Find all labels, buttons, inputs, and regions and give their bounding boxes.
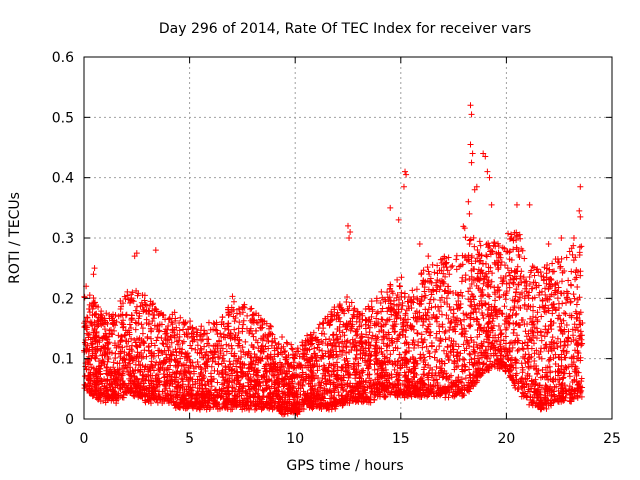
data-point xyxy=(436,343,443,350)
data-point xyxy=(310,329,317,336)
data-point xyxy=(492,297,499,304)
data-point xyxy=(223,341,230,348)
data-point xyxy=(213,327,220,334)
data-point xyxy=(377,299,384,306)
data-point xyxy=(543,295,550,302)
data-point xyxy=(570,257,577,264)
data-point xyxy=(115,332,122,339)
data-point xyxy=(109,331,116,338)
data-point xyxy=(132,326,139,333)
chart-title: Day 296 of 2014, Rate Of TEC Index for r… xyxy=(159,21,531,37)
data-point xyxy=(442,273,449,280)
data-point xyxy=(467,285,474,292)
data-point xyxy=(229,308,236,315)
data-point xyxy=(179,340,186,347)
data-point xyxy=(217,330,224,337)
data-point xyxy=(132,339,139,346)
data-point xyxy=(526,281,533,288)
data-point xyxy=(566,383,573,390)
data-point xyxy=(391,366,398,373)
data-point xyxy=(194,358,201,365)
data-point xyxy=(460,310,467,317)
data-point xyxy=(560,374,567,381)
data-point xyxy=(476,258,483,265)
data-point xyxy=(394,276,401,283)
data-point xyxy=(231,385,238,392)
data-point xyxy=(463,311,470,318)
data-point xyxy=(425,315,432,322)
data-point xyxy=(431,354,438,361)
data-point xyxy=(150,367,157,374)
data-point xyxy=(188,387,195,394)
data-point xyxy=(578,243,585,250)
data-point xyxy=(467,334,474,341)
data-point xyxy=(269,338,276,345)
data-point xyxy=(368,298,375,305)
data-point xyxy=(396,351,403,358)
data-point xyxy=(379,305,386,312)
data-points xyxy=(81,102,586,418)
data-point xyxy=(120,300,127,307)
data-point xyxy=(434,276,441,283)
data-point xyxy=(539,366,546,373)
data-point xyxy=(352,356,359,363)
data-point xyxy=(316,321,323,328)
data-point xyxy=(462,234,469,241)
data-point xyxy=(84,330,91,337)
data-point xyxy=(172,346,179,353)
data-point xyxy=(214,353,221,360)
data-point xyxy=(477,257,484,264)
data-point xyxy=(138,321,145,328)
data-point xyxy=(207,370,214,377)
data-point xyxy=(549,260,556,267)
data-point xyxy=(336,314,343,321)
data-point xyxy=(133,320,140,327)
data-point xyxy=(409,287,416,294)
data-point xyxy=(196,333,203,340)
data-point xyxy=(384,308,391,315)
data-point xyxy=(433,288,440,295)
data-point xyxy=(475,251,482,258)
data-point xyxy=(558,328,565,335)
data-point xyxy=(272,339,279,346)
data-point xyxy=(187,318,194,325)
data-point xyxy=(121,349,128,356)
data-point xyxy=(362,325,369,332)
data-point xyxy=(421,357,428,364)
data-point xyxy=(442,328,449,335)
data-point xyxy=(534,309,541,316)
data-point xyxy=(138,355,145,362)
data-point xyxy=(573,372,580,379)
data-point xyxy=(423,343,430,350)
data-point xyxy=(238,353,245,360)
data-point xyxy=(373,310,380,317)
data-point xyxy=(559,347,566,354)
data-point xyxy=(133,303,140,310)
